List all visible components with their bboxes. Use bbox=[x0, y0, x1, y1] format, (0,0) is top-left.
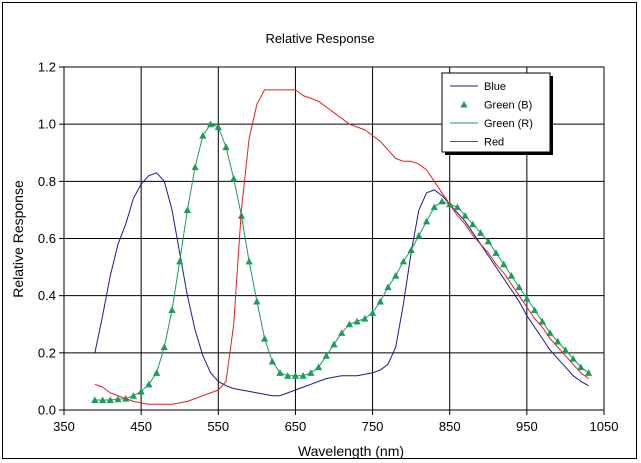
x-tick-label: 1050 bbox=[590, 419, 619, 434]
legend-label: Green (R) bbox=[484, 118, 533, 130]
x-tick-label: 650 bbox=[285, 419, 307, 434]
series-line-blue bbox=[94, 172, 589, 397]
series-line-red bbox=[94, 89, 589, 405]
data-point-marker bbox=[91, 396, 99, 404]
y-axis-title: Relative Response bbox=[10, 180, 26, 298]
y-tick-label: 0.6 bbox=[38, 231, 56, 246]
y-tick-label: 1.0 bbox=[38, 117, 56, 132]
x-tick-label: 750 bbox=[362, 419, 384, 434]
series-markers-green-b bbox=[91, 120, 593, 404]
x-tick-label: 450 bbox=[130, 419, 152, 434]
x-tick-label: 350 bbox=[53, 419, 75, 434]
x-axis-ticks: 350 450 550 650 750 850 950 1050 bbox=[53, 410, 618, 434]
legend-label: Red bbox=[484, 137, 504, 149]
x-tick-label: 550 bbox=[207, 419, 229, 434]
legend-swatch bbox=[460, 100, 468, 108]
y-tick-label: 0.0 bbox=[38, 403, 56, 418]
series-layer bbox=[91, 89, 593, 405]
y-tick-label: 0.8 bbox=[38, 174, 56, 189]
series-line-green-r bbox=[94, 123, 589, 401]
y-tick-label: 0.2 bbox=[38, 345, 56, 360]
x-tick-label: 850 bbox=[439, 419, 461, 434]
legend-label: Blue bbox=[484, 81, 506, 93]
x-axis-title: Wavelength (nm) bbox=[298, 443, 404, 459]
chart-title: Relative Response bbox=[265, 31, 374, 46]
y-axis-ticks: 0.0 0.2 0.4 0.6 0.8 1.0 1.2 bbox=[38, 60, 64, 418]
legend: Blue Green (B) Green (R) Red bbox=[441, 72, 553, 155]
x-tick-label: 950 bbox=[516, 419, 538, 434]
y-tick-label: 1.2 bbox=[38, 60, 56, 75]
legend-label: Green (B) bbox=[484, 100, 532, 112]
y-tick-label: 0.4 bbox=[38, 288, 56, 303]
